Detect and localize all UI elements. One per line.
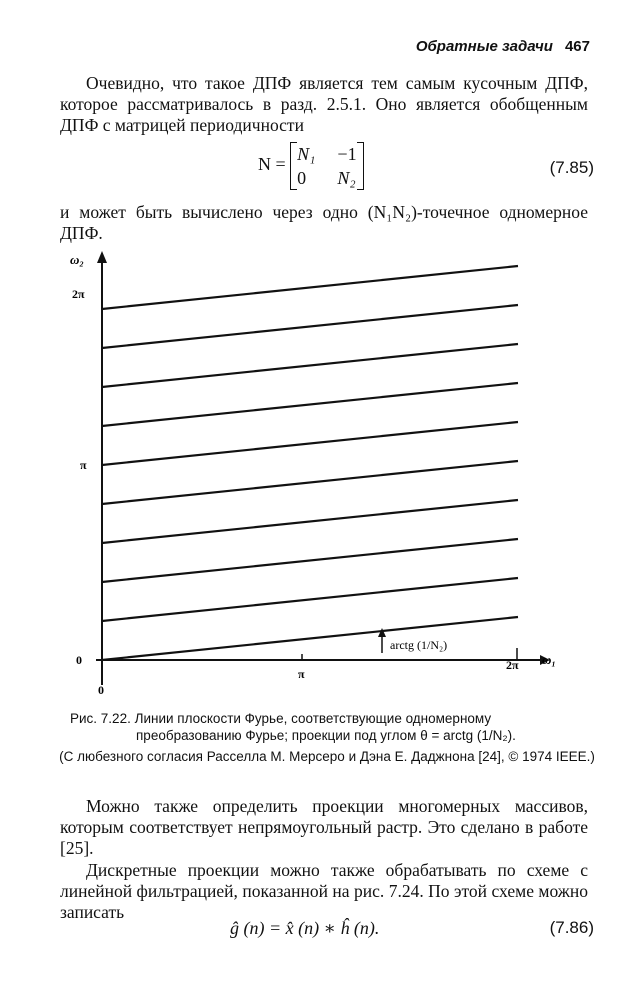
x-tick-2pi-label: 2π [506,658,519,672]
header-title: Обратные задачи [415,38,553,55]
caption-label: Рис. 7.22. [70,711,131,726]
page-number: 467 [564,38,590,55]
y-axis-label: ω₂ [70,252,84,267]
y-tick-0: 0 [76,653,82,667]
y-axis-arrow-icon [97,251,107,263]
angle-label: arctg (1/N₂) [390,638,447,652]
angle-arrow-icon [378,628,386,637]
equation-number-7-85: (7.85) [549,158,594,177]
m11: N₁ [297,144,316,164]
eq-lhs: N = [258,154,286,175]
m22: N₂ [337,168,356,188]
caption-text: Линии плоскости Фурье, соответствующие о… [134,711,516,743]
projection-line [101,342,519,389]
projection-line [101,615,519,662]
paragraph-3-text: Можно также определить проекции многомер… [60,796,588,858]
projection-line [101,303,519,350]
fourier-plane-figure: ω₂ 2π π 0 0 π 2π ω₁ arctg (1/N₂) [70,251,556,697]
equation-number-7-86: (7.86) [549,918,594,937]
x-axis-arrow-icon [540,655,550,665]
paragraph-4-text: Дискретные проекции можно также обрабаты… [60,860,588,922]
projection-line [101,381,519,428]
projection-line [101,459,519,506]
paragraph-2: и может быть вычислено через одно (N₁N₂)… [60,202,588,244]
paragraph-1: Очевидно, что такое ДПФ является тем сам… [60,73,588,136]
projection-line [101,537,519,584]
projection-line [101,264,519,311]
equation-7-85: N = N₁ −1 0 N₂ [258,142,364,190]
origin-label: 0 [98,683,104,697]
projection-line [101,420,519,467]
m12: −1 [337,144,357,164]
x-axis-label: ω₁ [542,652,556,667]
projection-line [101,498,519,545]
matrix: N₁ −1 0 N₂ [290,142,364,190]
caption-credit: (С любезного согласия Расселла М. Мерсер… [59,749,595,764]
paragraph-2-text: и может быть вычислено через одно (N₁N₂)… [60,202,588,243]
paragraph-3: Можно также определить проекции многомер… [60,796,588,859]
paragraph-4: Дискретные проекции можно также обрабаты… [60,860,588,923]
y-tick-2pi: 2π [72,287,85,301]
m21: 0 [297,168,307,188]
running-header: Обратные задачи 467 [416,38,590,55]
projection-line [101,576,519,623]
figure-caption: Рис. 7.22. Линии плоскости Фурье, соотве… [59,710,598,765]
y-tick-pi: π [80,458,87,472]
paragraph-1-text: Очевидно, что такое ДПФ является тем сам… [60,73,588,135]
projection-lines [101,264,519,662]
equation-7-86: ĝ (n) = x̂ (n) ∗ ĥ (n). [230,918,380,938]
x-tick-pi-label: π [298,667,305,681]
